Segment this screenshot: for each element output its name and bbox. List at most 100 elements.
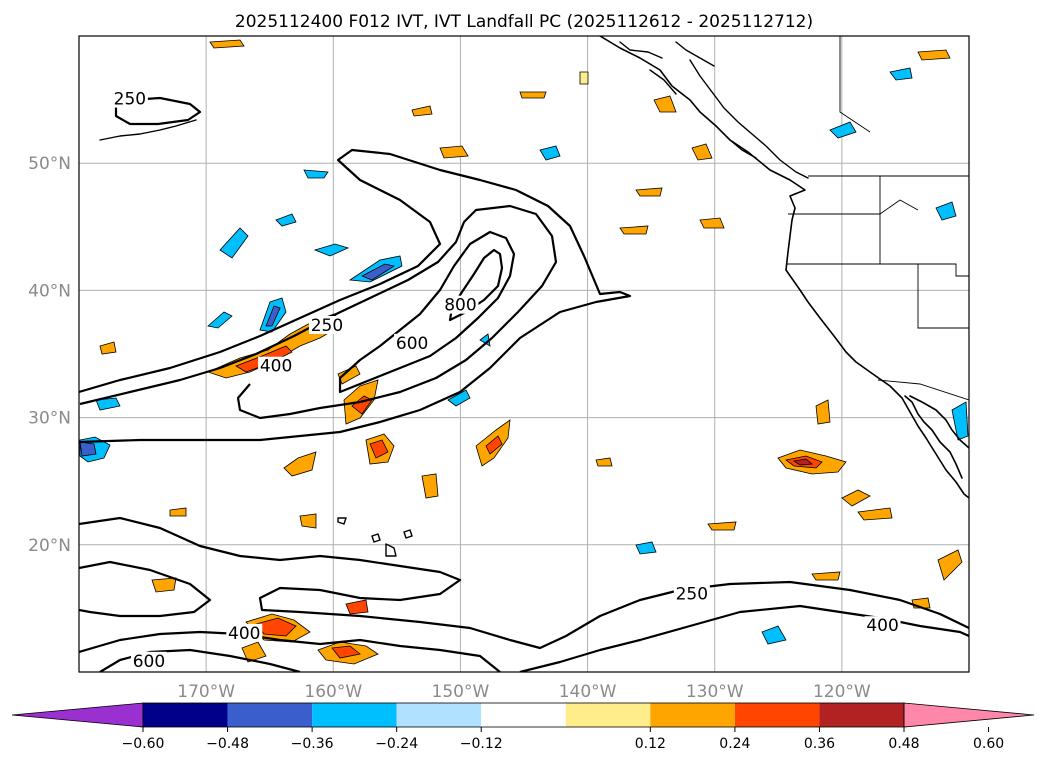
negative-patch [265, 305, 281, 327]
positive-patch [485, 435, 503, 455]
ivt-contours [79, 96, 969, 672]
contour-label: 600 [133, 652, 165, 672]
colorbar-extend-max [903, 702, 1035, 728]
positive-patch [937, 549, 963, 581]
positive-patch [283, 451, 317, 477]
contour-label: 400 [260, 357, 292, 377]
contour-label: 250 [114, 90, 146, 110]
colorbar-tick-label: −0.60 [122, 736, 165, 752]
negative-patch [447, 389, 471, 407]
colorbar-swatch [312, 703, 397, 727]
gulf-of-california-coast [909, 395, 969, 449]
contour-label-bg [226, 623, 263, 642]
british-columbia-islands [649, 59, 809, 179]
colorbar-tick-label: 0.24 [719, 736, 750, 752]
contour-label: 400 [866, 616, 898, 636]
contour-label: 250 [676, 584, 708, 604]
colorbar-tick-label: 0.60 [973, 736, 1004, 752]
negative-patch [635, 541, 657, 555]
negative-patch [951, 401, 969, 441]
lat-tick-label: 40°N [28, 281, 71, 301]
positive-patch [811, 571, 841, 581]
map-panel: 250 250 400 600 800 250 400 400 600 [78, 35, 970, 673]
positive-patch [691, 143, 713, 161]
negative-patch [207, 311, 233, 329]
contour-label: 800 [444, 296, 476, 316]
positive-patch [255, 617, 297, 637]
negative-patch [889, 67, 913, 81]
contour-600 [338, 230, 516, 394]
lon-tick-label: 160°W [304, 682, 362, 702]
negative-patch [313, 243, 350, 257]
contour-800 [448, 248, 504, 322]
positive-patch [857, 507, 893, 521]
us-mexico-border [877, 379, 969, 401]
lon-tick-label: 150°W [432, 682, 490, 702]
lat-tick-label: 30°N [28, 409, 71, 429]
colorbar-tick-label: 0.36 [804, 736, 835, 752]
negative-patch [79, 441, 97, 457]
positive-patch [99, 341, 117, 355]
map-title: 2025112400 F012 IVT, IVT Landfall PC (20… [235, 12, 813, 32]
lat-tick-label: 20°N [28, 536, 71, 556]
positive-patch [917, 49, 951, 61]
positive-patch [579, 71, 589, 85]
contour-400-main [79, 204, 558, 420]
contour-label-bg [258, 356, 295, 375]
contour-600-south [99, 648, 301, 672]
gridlines [79, 36, 969, 672]
contour-label-bg [130, 651, 167, 670]
positive-patch [299, 513, 317, 529]
colorbar-swatch [227, 703, 313, 727]
positive-patch [369, 439, 389, 459]
lon-tick-label: 130°W [686, 682, 744, 702]
aleutian-coast [99, 119, 197, 141]
positive-patch [815, 399, 831, 425]
lon-tick-label: 120°W [813, 682, 871, 702]
negative-patch [829, 121, 857, 139]
axis-labels: 170°W 160°W 150°W 140°W 130°W 120°W 50°N 40°N 30… [28, 154, 871, 702]
contour-label-bg [442, 295, 479, 314]
british-columbia-alaska-border [839, 36, 871, 133]
lon-tick-label: 170°W [177, 682, 235, 702]
positive-patch [331, 645, 361, 659]
positive-patch [792, 458, 814, 466]
positive-patch [841, 489, 871, 507]
california-nevada-border [917, 264, 969, 329]
colorbar-swatch [481, 703, 566, 727]
colorbar-tick-label: 0.48 [888, 736, 919, 752]
colorbar-extend-min [11, 702, 144, 728]
hawaii-islands [337, 517, 413, 557]
colorbar-frame [142, 702, 905, 728]
negative-patch [303, 169, 329, 179]
north-america-coastline [599, 36, 969, 499]
contour-label-bg [864, 616, 901, 635]
negative-patch [539, 145, 561, 161]
contour-label: 250 [311, 316, 343, 336]
state-borders [786, 36, 969, 401]
positive-patch [699, 217, 725, 229]
contour-label-bg [673, 584, 710, 603]
colorbar-swatch [734, 703, 820, 727]
positive-patch [169, 507, 187, 517]
positive-patch [345, 599, 369, 615]
positive-patch [619, 225, 649, 235]
colorbar-swatch [650, 703, 735, 727]
colorbar-tick-label: −0.12 [460, 736, 503, 752]
contour-labels: 250 250 400 600 800 250 400 400 600 [111, 89, 901, 672]
map-background [79, 36, 969, 672]
idaho-border [879, 176, 919, 215]
positive-patch [595, 457, 613, 467]
positive-patch [421, 473, 439, 499]
negative-patch [219, 227, 249, 259]
coastlines [99, 36, 969, 557]
contour-label-bg [394, 333, 431, 352]
colorbar-swatch [819, 703, 904, 727]
oregon-california-border [786, 263, 969, 277]
colorbar: −0.60 −0.48 −0.36 −0.24 −0.12 0.12 0.24 0.36 0.4… [11, 702, 1035, 752]
negative-patch [95, 397, 121, 411]
negative-patch [935, 201, 957, 221]
alaska-panhandle [619, 41, 715, 67]
positive-patch [209, 39, 245, 49]
positive-patch [241, 641, 267, 663]
